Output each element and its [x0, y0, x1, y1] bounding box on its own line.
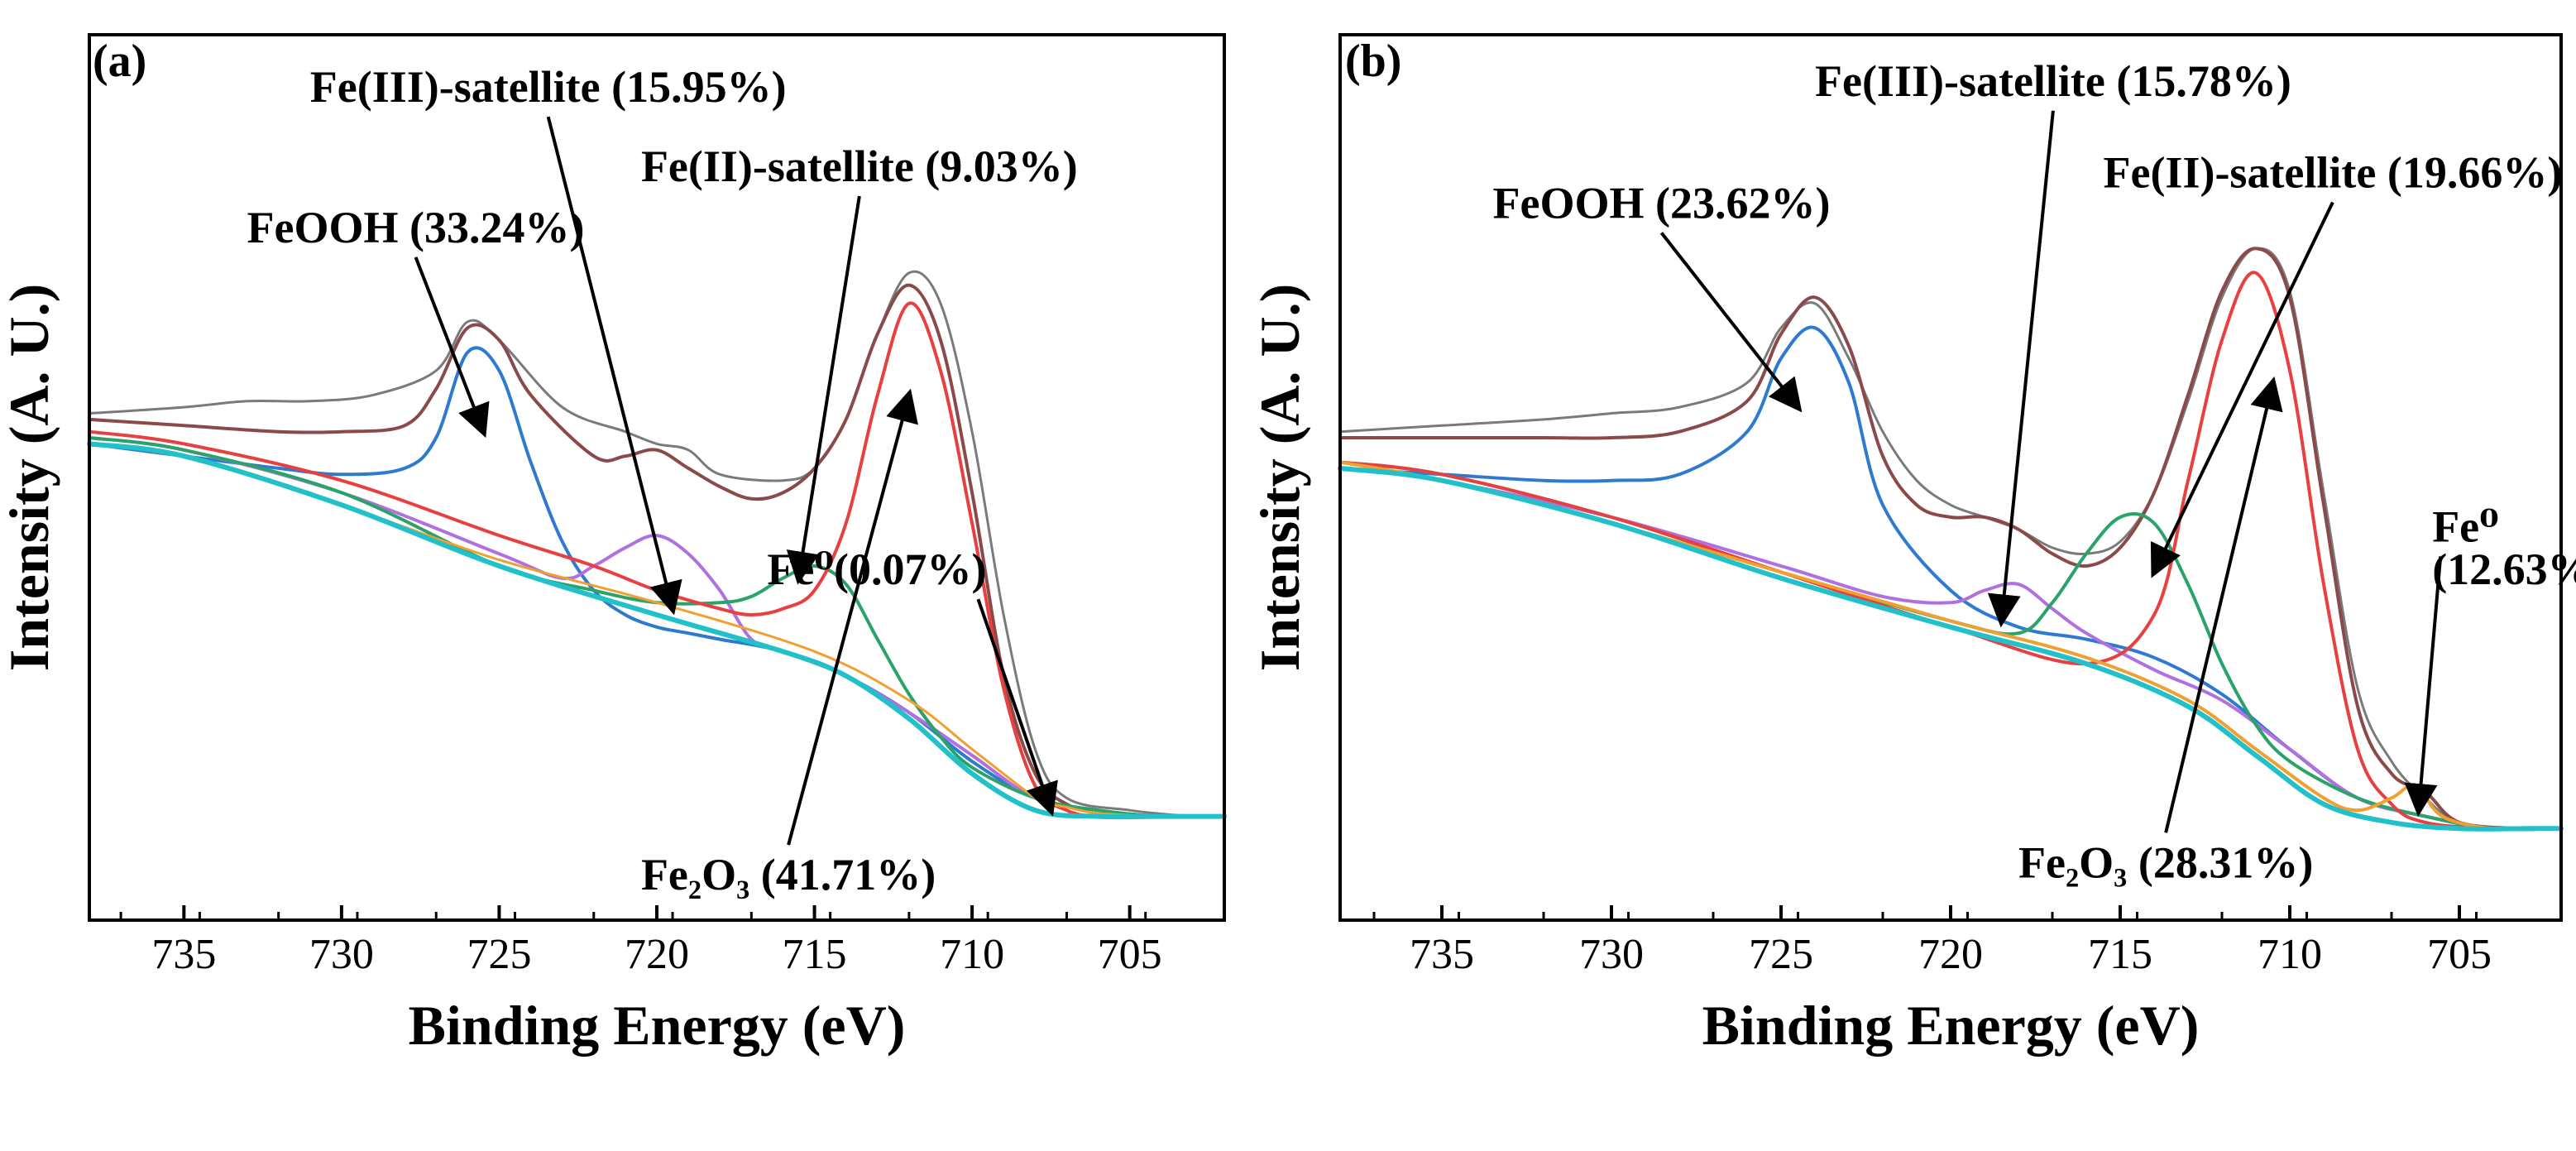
panel-b-x-tick-label: 715 — [2088, 931, 2152, 978]
panel-b-y-axis-title: Intensity (A. U.) — [1248, 284, 1311, 671]
panel-b-annotation-label: Fe⁰ — [2432, 501, 2499, 551]
panel-a: 735 730 725 720 715 710 705 FeOOH (33.24%) Fe(I… — [0, 33, 1227, 1057]
panel-a-annotation-arrow — [787, 388, 918, 846]
panel-a-annotation-label: Fe₂O₃ (41.71%) — [641, 850, 936, 899]
panel-a-annotation-arrow — [976, 598, 1058, 817]
panel-a-series-raw — [88, 270, 1226, 818]
panel-a-x-tick-label: 720 — [625, 931, 689, 978]
panel-a-series-feooh — [88, 346, 1226, 819]
panel-b-annotation-arrow — [2150, 201, 2334, 578]
panel-b-x-tick-label: 720 — [1918, 931, 1983, 978]
panel-a-x-tick-label: 725 — [467, 931, 531, 978]
panel-b-ticks: 735 730 725 720 715 710 705 — [1372, 905, 2563, 978]
panel-a-series-fe0 — [88, 442, 1226, 818]
panel-a-annotation-label: Fe⁰(0.07%) — [767, 544, 986, 594]
panel-b-series-fe-iii-satellite — [1338, 466, 2563, 832]
panel-b-annotation-arrow — [2404, 556, 2443, 818]
panel-b-x-axis-title: Binding Energy (eV) — [1702, 994, 2200, 1057]
panel-b-annotation-label: Fe₂O₃ (28.31%) — [2018, 837, 2313, 887]
panel-a-annotations: FeOOH (33.24%) Fe(III)-satellite (15.95%)… — [247, 62, 1078, 899]
panel-a-label: (a) — [93, 36, 146, 87]
panel-a-x-tick-label: 735 — [151, 931, 216, 978]
panel-b-annotation-label: Fe(II)-satellite (19.66%) — [2104, 147, 2563, 197]
panel-a-y-axis-title: Intensity (A. U.) — [0, 284, 60, 671]
panel-a-annotation-label: FeOOH (33.24%) — [247, 203, 585, 252]
panel-b-x-tick-label: 710 — [2258, 931, 2322, 978]
panel-a-annotation-arrow — [414, 257, 490, 439]
panel-b-x-tick-label: 735 — [1410, 931, 1474, 978]
panel-b-annotation-arrow — [1987, 110, 2055, 628]
panel-a-annotation-arrow — [546, 116, 682, 616]
panel-b-series-raw — [1338, 247, 2563, 831]
panel-b-series-fe2o3 — [1338, 271, 2563, 831]
panel-a-series-background — [87, 441, 1227, 820]
panel-b-series-background — [1338, 465, 2564, 832]
panel-a-series-envelope — [88, 283, 1226, 819]
panel-b-series-envelope — [1338, 247, 2563, 831]
panel-b-annotation-label: (12.63%) — [2432, 544, 2576, 594]
panel-b: 735 730 725 720 715 710 705 FeOOH (23.62%) Fe(I… — [1248, 33, 2576, 1057]
panel-b-annotation-label: FeOOH (23.62%) — [1493, 178, 1831, 228]
panel-a-annotation-arrow — [786, 195, 861, 585]
panel-b-annotations: FeOOH (23.62%) Fe(III)-satellite (15.78%)… — [1493, 56, 2576, 888]
panel-a-x-tick-label: 705 — [1098, 931, 1162, 978]
panel-b-x-tick-label: 730 — [1579, 931, 1644, 978]
panel-a-ticks: 735 730 725 720 715 710 705 — [119, 905, 1226, 978]
panel-b-x-tick-label: 705 — [2427, 931, 2492, 978]
panel-b-annotation-label: Fe(III)-satellite (15.78%) — [1815, 56, 2291, 106]
panel-a-x-tick-label: 730 — [309, 931, 374, 978]
panel-a-x-tick-label: 710 — [940, 931, 1004, 978]
panel-a-x-axis-title: Binding Energy (eV) — [409, 994, 906, 1057]
panel-b-annotation-arrow — [2164, 376, 2283, 833]
panel-b-x-tick-label: 725 — [1749, 931, 1813, 978]
panel-b-annotation-arrow — [1659, 232, 1803, 413]
panel-a-x-tick-label: 715 — [783, 931, 847, 978]
panel-a-annotation-label: Fe(II)-satellite (9.03%) — [641, 141, 1078, 191]
panel-a-series-fe2o3 — [88, 301, 1226, 819]
panel-b-label: (b) — [1345, 36, 1401, 87]
panel-a-annotation-label: Fe(III)-satellite (15.95%) — [310, 62, 787, 112]
panel-b-curves — [1338, 247, 2564, 832]
